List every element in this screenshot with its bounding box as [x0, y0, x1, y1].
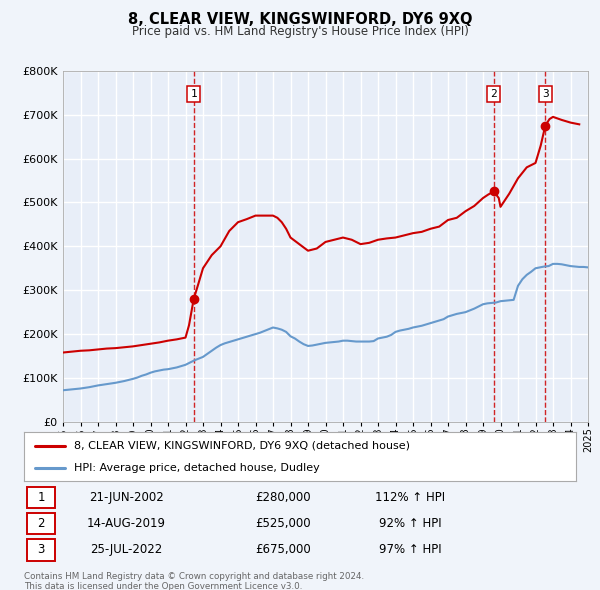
- Text: 14-AUG-2019: 14-AUG-2019: [86, 517, 166, 530]
- Text: 8, CLEAR VIEW, KINGSWINFORD, DY6 9XQ: 8, CLEAR VIEW, KINGSWINFORD, DY6 9XQ: [128, 12, 472, 27]
- Text: 1: 1: [37, 491, 45, 504]
- Text: Price paid vs. HM Land Registry's House Price Index (HPI): Price paid vs. HM Land Registry's House …: [131, 25, 469, 38]
- Text: Contains HM Land Registry data © Crown copyright and database right 2024.: Contains HM Land Registry data © Crown c…: [24, 572, 364, 581]
- Text: 2: 2: [490, 88, 497, 99]
- Text: HPI: Average price, detached house, Dudley: HPI: Average price, detached house, Dudl…: [74, 463, 319, 473]
- Text: 8, CLEAR VIEW, KINGSWINFORD, DY6 9XQ (detached house): 8, CLEAR VIEW, KINGSWINFORD, DY6 9XQ (de…: [74, 441, 410, 451]
- Text: 3: 3: [37, 543, 45, 556]
- Text: 25-JUL-2022: 25-JUL-2022: [90, 543, 162, 556]
- Text: 92% ↑ HPI: 92% ↑ HPI: [379, 517, 442, 530]
- FancyBboxPatch shape: [27, 487, 55, 508]
- FancyBboxPatch shape: [27, 539, 55, 560]
- Text: 1: 1: [190, 88, 197, 99]
- Text: This data is licensed under the Open Government Licence v3.0.: This data is licensed under the Open Gov…: [24, 582, 302, 590]
- FancyBboxPatch shape: [27, 513, 55, 535]
- Text: £280,000: £280,000: [256, 491, 311, 504]
- Text: 97% ↑ HPI: 97% ↑ HPI: [379, 543, 442, 556]
- Text: 21-JUN-2002: 21-JUN-2002: [89, 491, 163, 504]
- Text: £675,000: £675,000: [256, 543, 311, 556]
- Text: 2: 2: [37, 517, 45, 530]
- Text: £525,000: £525,000: [256, 517, 311, 530]
- Text: 3: 3: [542, 88, 548, 99]
- Text: 112% ↑ HPI: 112% ↑ HPI: [376, 491, 445, 504]
